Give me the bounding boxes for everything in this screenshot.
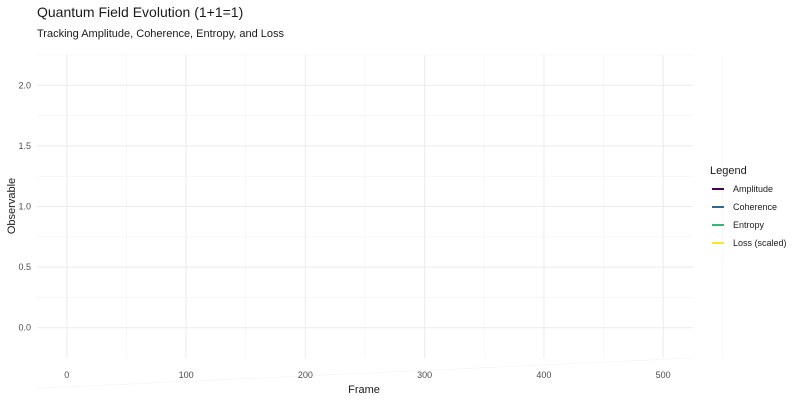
x-axis-ticks: 0 100 200 300 400 500: [64, 370, 670, 380]
legend-label: Entropy: [733, 220, 765, 230]
y-tick-label: 1.5: [18, 141, 31, 151]
legend-label: Loss (scaled): [733, 238, 787, 248]
legend-label: Coherence: [733, 202, 777, 212]
chart-subtitle: Tracking Amplitude, Coherence, Entropy, …: [37, 28, 285, 40]
x-tick-label: 300: [417, 370, 432, 380]
x-tick-label: 200: [298, 370, 313, 380]
x-tick-label: 400: [536, 370, 551, 380]
y-tick-label: 0.5: [18, 262, 31, 272]
y-tick-label: 0.0: [18, 323, 31, 333]
legend-items: Amplitude Coherence Entropy Loss (scaled): [712, 184, 787, 248]
x-axis-title: Frame: [348, 384, 380, 396]
x-tick-label: 500: [656, 370, 671, 380]
minor-gridlines: [36, 54, 724, 389]
x-tick-label: 0: [64, 370, 69, 380]
legend-label: Amplitude: [733, 184, 773, 194]
major-gridlines: [37, 55, 693, 358]
legend-title: Legend: [710, 165, 747, 177]
y-axis-title: Observable: [6, 178, 18, 234]
y-axis-ticks: 0.0 0.5 1.0 1.5 2.0: [18, 80, 31, 332]
y-tick-label: 1.0: [18, 202, 31, 212]
y-minor-gridline: [36, 357, 694, 389]
chart-title: Quantum Field Evolution (1+1=1): [37, 4, 243, 20]
legend: Legend Amplitude Coherence Entropy Loss (sc…: [710, 165, 787, 248]
y-tick-label: 2.0: [18, 80, 31, 90]
x-tick-label: 100: [179, 370, 194, 380]
